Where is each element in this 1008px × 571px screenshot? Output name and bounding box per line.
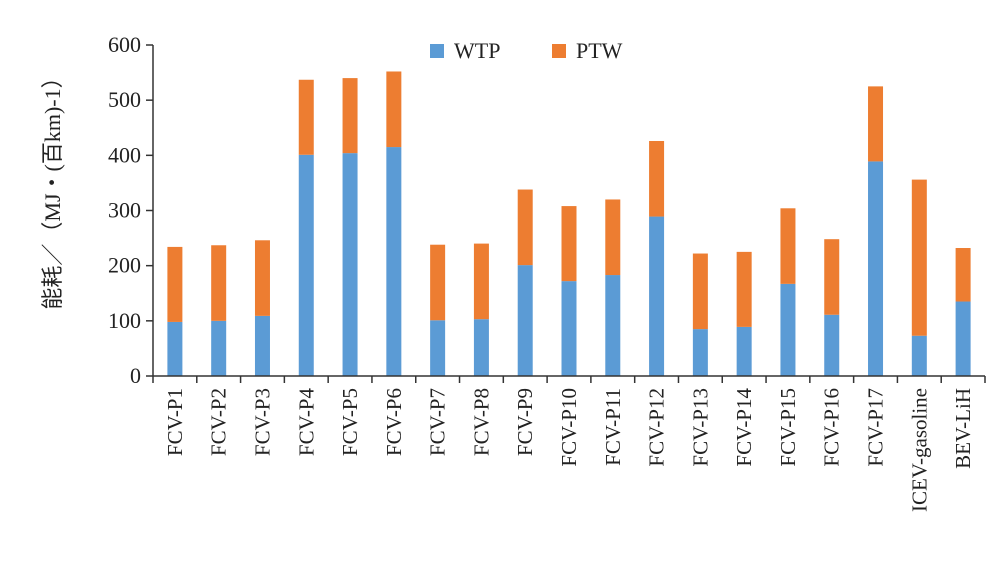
legend-label-ptw: PTW: [576, 38, 623, 63]
x-category-label: FCV-P13: [688, 388, 712, 467]
bar-ptw-fcv-p9: [517, 189, 533, 266]
bar-ptw-icev-gasoline: [911, 179, 927, 336]
y-tick-label: 0: [130, 363, 141, 388]
bar-wtp-fcv-p17: [868, 161, 884, 376]
y-axis-label: 能耗／（MJ・(百km)-1）: [40, 66, 65, 309]
x-category-label: FCV-P16: [820, 388, 844, 467]
x-category-label: FCV-P6: [382, 388, 406, 456]
x-category-label: FCV-P10: [557, 388, 581, 467]
x-category-label: FCV-P5: [338, 388, 362, 456]
legend-swatch-wtp: [430, 44, 444, 58]
bar-ptw-fcv-p16: [824, 239, 840, 315]
x-category-label: FCV-P12: [645, 388, 669, 467]
bar-ptw-fcv-p1: [167, 246, 183, 322]
y-tick-label: 600: [108, 32, 141, 57]
bar-wtp-fcv-p11: [605, 275, 621, 376]
bar-wtp-fcv-p7: [430, 320, 446, 376]
x-category-label: FCV-P2: [207, 388, 231, 456]
bar-ptw-fcv-p14: [736, 251, 752, 327]
bar-ptw-fcv-p13: [692, 253, 708, 330]
bar-wtp-fcv-p14: [736, 326, 752, 376]
x-category-label: FCV-P4: [294, 388, 318, 457]
bar-wtp-fcv-p10: [561, 281, 577, 376]
bar-ptw-bev-lih: [955, 248, 971, 302]
bars: [167, 71, 971, 376]
bar-wtp-bev-lih: [955, 301, 971, 376]
bar-wtp-fcv-p5: [342, 153, 358, 376]
bar-wtp-fcv-p13: [692, 329, 708, 376]
bar-wtp-fcv-p9: [517, 265, 533, 376]
bar-ptw-fcv-p15: [780, 208, 796, 284]
bar-ptw-fcv-p3: [254, 240, 270, 316]
y-tick-label: 500: [108, 87, 141, 112]
x-category-label: FCV-P8: [469, 388, 493, 456]
x-category-label: FCV-P11: [601, 388, 625, 466]
y-tick-label: 300: [108, 198, 141, 223]
bar-wtp-fcv-p15: [780, 283, 796, 376]
bar-wtp-fcv-p16: [824, 314, 840, 376]
bar-wtp-fcv-p2: [211, 320, 227, 376]
bar-ptw-fcv-p10: [561, 206, 577, 282]
legend-label-wtp: WTP: [454, 38, 500, 63]
bar-ptw-fcv-p4: [298, 79, 314, 155]
bar-ptw-fcv-p7: [430, 244, 446, 321]
bar-wtp-fcv-p8: [473, 319, 489, 376]
x-category-label: FCV-P14: [732, 388, 756, 467]
x-category-label: BEV-LiH: [951, 388, 975, 469]
bar-wtp-fcv-p12: [649, 216, 665, 376]
bar-ptw-fcv-p2: [211, 245, 227, 321]
bar-ptw-fcv-p5: [342, 78, 358, 154]
bar-ptw-fcv-p17: [868, 86, 884, 162]
y-tick-label: 200: [108, 253, 141, 278]
bar-wtp-fcv-p3: [254, 315, 270, 376]
legend-swatch-ptw: [552, 44, 566, 58]
x-category-label: ICEV-gasoline: [907, 388, 931, 512]
y-tick-label: 100: [108, 308, 141, 333]
x-axis: FCV-P1 FCV-P2 FCV-P3 FCV-P4 FCV-P5 FCV-P6 FCV-…: [152, 375, 986, 512]
bar-ptw-fcv-p11: [605, 199, 621, 276]
bar-wtp-icev-gasoline: [911, 335, 927, 376]
y-tick-label: 400: [108, 142, 141, 167]
bar-wtp-fcv-p6: [386, 147, 402, 376]
x-category-label: FCV-P15: [776, 388, 800, 467]
bar-ptw-fcv-p6: [386, 71, 402, 148]
x-category-label: FCV-P7: [426, 388, 450, 456]
bar-ptw-fcv-p8: [473, 243, 489, 320]
x-category-label: FCV-P17: [864, 388, 888, 467]
x-category-label: FCV-P1: [163, 388, 187, 456]
bar-wtp-fcv-p4: [298, 154, 314, 376]
x-category-label: FCV-P3: [250, 388, 274, 456]
y-axis: 0 100 200 300 400 500 600: [108, 32, 154, 388]
x-category-label: FCV-P9: [513, 388, 537, 456]
bar-ptw-fcv-p12: [649, 140, 665, 217]
legend: WTP PTW: [430, 38, 623, 63]
bar-wtp-fcv-p1: [167, 321, 183, 376]
